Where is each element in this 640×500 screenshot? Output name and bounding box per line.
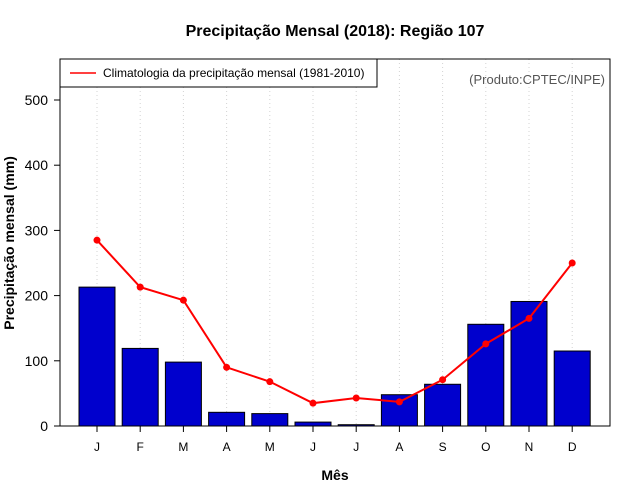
x-tick-label: M (265, 440, 275, 454)
bar-2 (164, 361, 202, 427)
y-tick-label: 100 (25, 353, 49, 369)
x-tick-label: O (481, 440, 490, 454)
bar-5 (294, 421, 332, 427)
climatology-point-7 (395, 398, 403, 406)
x-tick-label: J (353, 440, 359, 454)
climatology-point-2 (179, 296, 187, 304)
legend-box (59, 58, 378, 88)
climatology-line (96, 239, 573, 405)
y-tick-label: 500 (25, 92, 49, 108)
climatology-point-10 (525, 314, 533, 322)
bar-0 (78, 286, 116, 427)
climatology-point-8 (439, 376, 447, 384)
climatology-point-6 (352, 394, 360, 402)
y-axis-label: Precipitação mensal (mm) (1, 156, 17, 330)
legend-entry-label: Climatologia da precipitação mensal (198… (103, 66, 364, 80)
x-tick-label: J (310, 440, 316, 454)
bar-11 (553, 350, 591, 427)
x-tick-label: A (395, 440, 403, 454)
bar-1 (121, 347, 159, 427)
y-tick-label: 200 (25, 288, 49, 304)
climatology-point-4 (266, 378, 274, 386)
climatology-point-0 (93, 236, 101, 244)
chart-title: Precipitação Mensal (2018): Região 107 (186, 23, 485, 40)
x-axis-label: Mês (321, 467, 348, 483)
x-tick-label: F (137, 440, 144, 454)
climatology-point-9 (482, 340, 490, 348)
climatology-point-1 (136, 283, 144, 291)
x-tick-label: N (525, 440, 534, 454)
y-tick-label: 400 (25, 157, 49, 173)
x-tick-label: D (568, 440, 577, 454)
legend: Climatologia da precipitação mensal (198… (59, 58, 378, 88)
y-tick-label: 300 (25, 222, 49, 238)
bar-9 (467, 323, 505, 427)
bar-3 (208, 411, 246, 427)
climatology-point-3 (223, 363, 231, 371)
credit-annotation: (Produto:CPTEC/INPE) (469, 72, 605, 87)
y-axis: 0 100 200 300 400 500 (25, 92, 60, 434)
bar-4 (251, 413, 289, 427)
y-tick-label: 0 (40, 418, 48, 434)
bar-8 (424, 383, 462, 427)
bar-series (78, 286, 591, 427)
x-tick-label: S (439, 440, 447, 454)
climatology-point-5 (309, 399, 317, 407)
x-tick-label: A (223, 440, 231, 454)
climatology-line-series (93, 236, 576, 407)
x-tick-label: M (178, 440, 188, 454)
x-tick-label: J (94, 440, 100, 454)
climatology-point-11 (568, 259, 576, 267)
